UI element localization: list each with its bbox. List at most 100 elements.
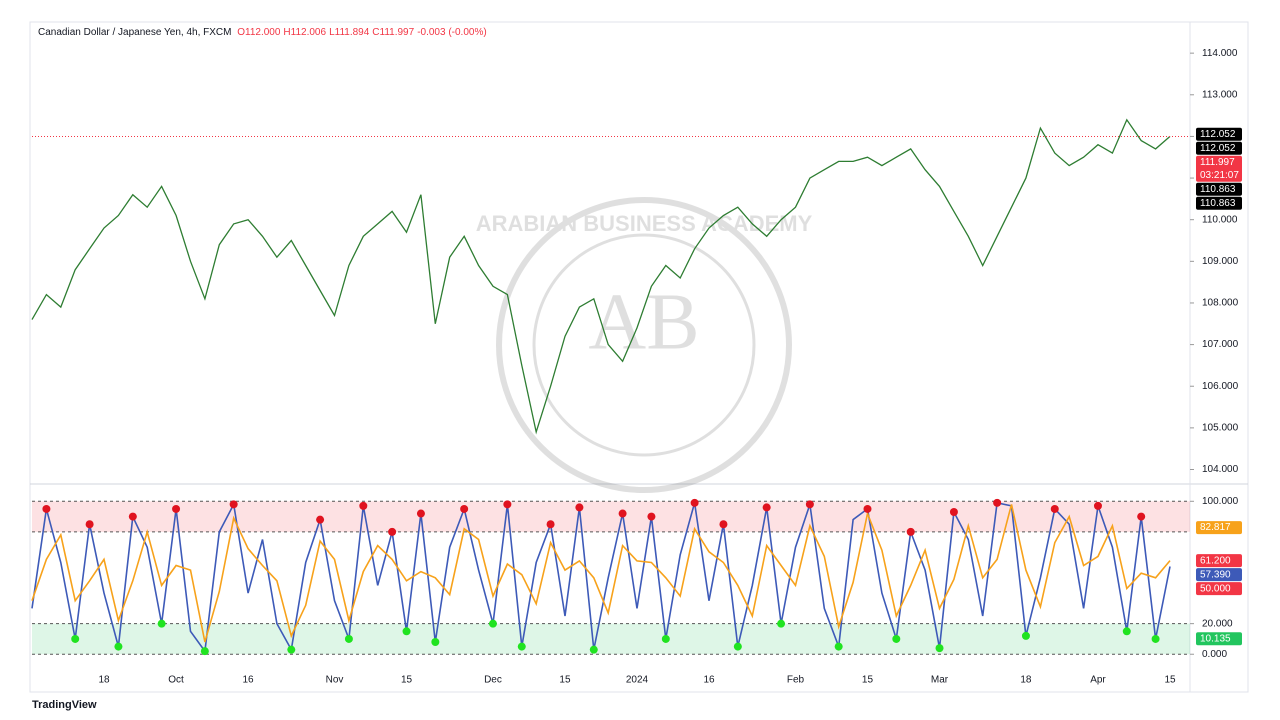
price-badge-label: 110.863	[1200, 198, 1236, 209]
oversold-dot	[402, 627, 411, 636]
overbought-dot	[906, 527, 915, 536]
price-badge	[1196, 554, 1242, 568]
price-badge-label: 50.000	[1200, 583, 1231, 594]
symbol-header: Canadian Dollar / Japanese Yen, 4h, FXCM…	[38, 27, 487, 38]
x-tick-label: Oct	[168, 675, 184, 686]
overbought-dot	[172, 504, 181, 513]
oversold-dot	[661, 634, 670, 643]
oversold-dot	[114, 642, 123, 651]
oversold-dot	[589, 645, 598, 654]
x-tick-label: Dec	[484, 675, 502, 686]
overbought-dot	[416, 509, 425, 518]
x-tick-label: 15	[862, 675, 874, 686]
overbought-dot	[647, 512, 656, 521]
oversold-dot	[1122, 627, 1131, 636]
y-tick-label: 100.000	[1202, 496, 1239, 507]
overbought-dot	[85, 520, 94, 529]
price-badge-label: 82.817	[1200, 522, 1231, 533]
overbought-dot	[805, 500, 814, 509]
price-badge	[1196, 568, 1242, 582]
watermark: ARABIAN BUSINESS ACADEMY AB	[476, 197, 813, 493]
y-tick-label: 106.000	[1202, 381, 1239, 392]
series-line	[31, 118, 1171, 435]
oversold-dot	[1021, 631, 1030, 640]
overbought-dot	[762, 503, 771, 512]
watermark-ring	[496, 197, 792, 493]
oversold-dot	[157, 619, 166, 628]
overbought-dot	[388, 527, 397, 536]
watermark-logo: AB	[588, 278, 699, 366]
x-tick-label: 15	[559, 675, 571, 686]
overbought-dot	[359, 501, 368, 510]
close: C111.997	[372, 27, 415, 38]
y-tick-label: 109.000	[1202, 256, 1239, 267]
x-tick-label: 16	[703, 675, 715, 686]
y-tick-label: 105.000	[1202, 423, 1239, 434]
price-badge	[1196, 582, 1242, 596]
price-badge	[1196, 155, 1242, 182]
y-tick-label: 110.000	[1202, 214, 1238, 225]
x-tick-label: 16	[243, 675, 255, 686]
overbought-dot	[128, 512, 137, 521]
high: H112.006	[283, 27, 327, 38]
oversold-dot	[935, 644, 944, 653]
price-badge-label: 112.052	[1200, 129, 1236, 140]
overbought-dot	[316, 515, 325, 524]
change: -0.003 (-0.00%)	[417, 27, 487, 38]
overbought-dot	[503, 500, 512, 509]
price-badge-label: 61.200	[1200, 555, 1231, 566]
y-tick-label: 113.000	[1202, 89, 1238, 100]
overbought-dot	[690, 498, 699, 507]
overbought-dot	[575, 503, 584, 512]
overbought-dot	[1093, 501, 1102, 510]
x-tick-label: Mar	[931, 675, 949, 686]
overbought-dot	[229, 500, 238, 509]
oversold-dot	[488, 619, 497, 628]
x-tick-label: 18	[98, 675, 110, 686]
price-badge	[1196, 632, 1242, 646]
low: L111.894	[329, 27, 370, 38]
overbought-dot	[863, 504, 872, 513]
overbought-dot	[949, 508, 958, 516]
x-tick-label: 15	[401, 675, 413, 686]
y-tick-label: 104.000	[1202, 464, 1239, 475]
x-tick-label: 2024	[626, 675, 649, 686]
brand: TradingView	[32, 699, 97, 711]
frame	[29, 21, 1249, 693]
x-tick-label: 15	[1164, 675, 1176, 686]
y-tick-label: 108.000	[1202, 298, 1239, 309]
overbought-dot	[993, 498, 1002, 507]
oversold-dot	[517, 642, 526, 651]
price-badge	[1196, 182, 1242, 196]
price-badge-label: 10.135	[1200, 633, 1231, 644]
x-tick-label: 18	[1020, 675, 1032, 686]
oversold-dot	[892, 634, 901, 643]
price-badge-label: 110.863	[1200, 184, 1236, 195]
price-badge	[1196, 521, 1242, 535]
oversold-dot	[431, 638, 440, 646]
oversold-dot	[287, 645, 296, 654]
y-tick-label: 0.000	[1202, 649, 1227, 660]
x-tick-label: Nov	[326, 675, 344, 686]
oversold-dot	[777, 619, 786, 628]
y-tick-label: 107.000	[1202, 339, 1239, 350]
oversold-dot	[200, 647, 209, 656]
price-badge-label: 111.997	[1200, 157, 1235, 168]
watermark-text: ARABIAN BUSINESS ACADEMY	[476, 211, 813, 236]
oversold-dot	[1151, 634, 1160, 643]
watermark-ring	[532, 233, 756, 457]
countdown: 03:21:07	[1200, 170, 1239, 181]
overbought-dot	[719, 520, 728, 529]
overbought-dot	[42, 504, 51, 513]
overbought-dot	[1137, 512, 1146, 521]
price-badge	[1196, 141, 1242, 155]
oversold-dot	[834, 642, 843, 651]
lower-zone	[32, 623, 1190, 655]
y-tick-label: 20.000	[1202, 618, 1233, 629]
series-line	[31, 504, 1171, 643]
price-badge-label: 57.390	[1200, 569, 1231, 580]
price-badge-label: 112.052	[1200, 143, 1236, 154]
open: O112.000	[237, 27, 281, 38]
